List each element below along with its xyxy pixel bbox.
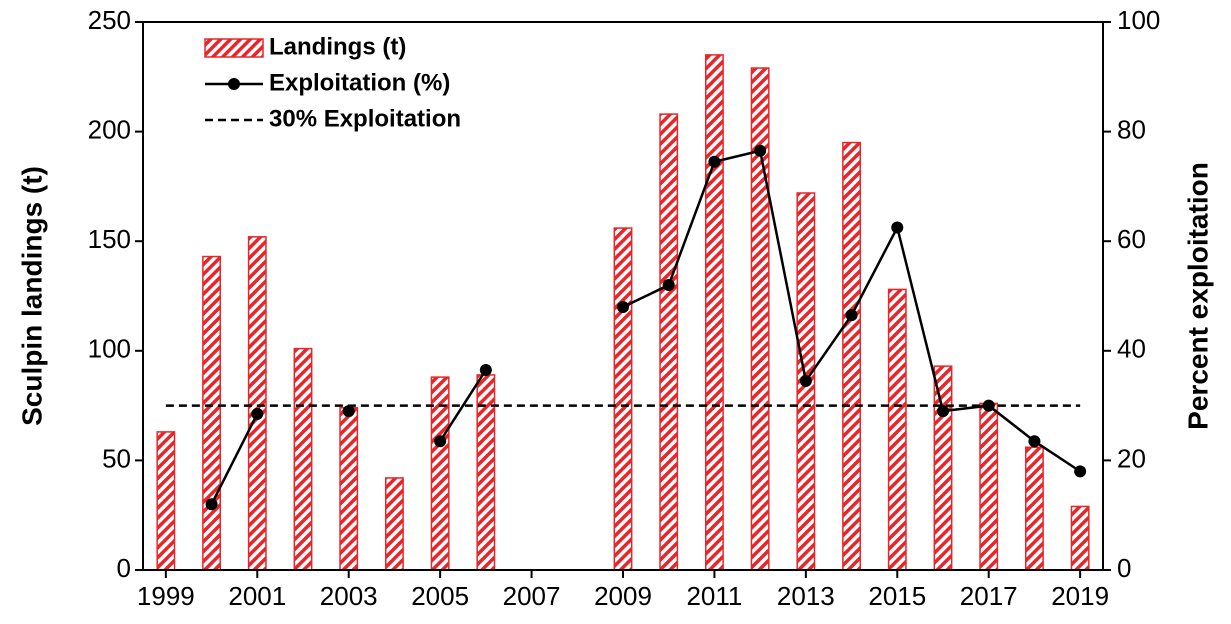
- x-tick-label: 1999: [137, 581, 195, 611]
- y-axis-title: Sculpin landings (t): [16, 166, 47, 426]
- bar: [659, 113, 679, 571]
- y2-tick-label: 60: [1117, 224, 1146, 254]
- point: [1028, 435, 1041, 448]
- x-tick-label: 2017: [960, 581, 1018, 611]
- y-tick-label: 0: [117, 553, 131, 583]
- bar: [476, 374, 496, 571]
- line: [210, 413, 259, 505]
- bar: [750, 67, 770, 571]
- y-tick-label: 50: [102, 443, 131, 473]
- bar: [384, 477, 404, 571]
- x-tick-label: 2003: [320, 581, 378, 611]
- point: [205, 498, 218, 511]
- point: [662, 279, 675, 292]
- y2-tick-label: 100: [1117, 5, 1160, 35]
- legend-swatch: [204, 38, 264, 58]
- legend-swatch: [228, 78, 240, 90]
- x-tick-label: 2009: [594, 581, 652, 611]
- y2-tick-label: 0: [1117, 553, 1131, 583]
- y-tick-label: 200: [88, 114, 131, 144]
- bar: [887, 288, 907, 571]
- x-tick-label: 2019: [1051, 581, 1109, 611]
- bar: [979, 402, 999, 571]
- bar: [202, 255, 222, 571]
- x-tick-label: 2001: [228, 581, 286, 611]
- bar: [842, 141, 862, 571]
- point: [617, 300, 629, 313]
- y2-tick-label: 20: [1117, 443, 1146, 473]
- y2-tick-label: 40: [1117, 334, 1146, 364]
- x-tick-label: 2013: [777, 581, 835, 611]
- bar: [156, 431, 176, 571]
- bar: [293, 347, 313, 571]
- point: [845, 309, 858, 322]
- y-tick-label: 100: [88, 334, 131, 364]
- bar: [339, 407, 359, 571]
- bar: [704, 54, 724, 571]
- bar: [247, 236, 267, 571]
- point: [1074, 465, 1087, 478]
- y2-axis-title: Percent exploitation: [1182, 162, 1213, 430]
- point: [342, 405, 355, 418]
- x-tick-label: 2015: [868, 581, 926, 611]
- point: [479, 363, 492, 376]
- legend-label: 30% Exploitation: [269, 105, 461, 132]
- bar: [1070, 505, 1090, 571]
- bar: [933, 365, 953, 571]
- legend-label: Landings (t): [269, 33, 406, 60]
- point: [799, 374, 812, 387]
- y2-tick-label: 80: [1117, 114, 1146, 144]
- x-tick-label: 2007: [503, 581, 561, 611]
- point: [251, 407, 264, 420]
- bar: [613, 227, 633, 571]
- legend-label: Exploitation (%): [269, 69, 450, 96]
- point: [937, 405, 949, 418]
- point: [434, 435, 447, 448]
- x-tick-label: 2005: [411, 581, 469, 611]
- bar: [1024, 446, 1044, 571]
- line: [439, 369, 487, 442]
- point: [891, 221, 904, 234]
- x-tick-label: 2011: [686, 581, 742, 611]
- point: [708, 155, 721, 168]
- y-tick-label: 150: [88, 224, 131, 254]
- point: [754, 144, 767, 157]
- y-tick-label: 250: [88, 5, 131, 35]
